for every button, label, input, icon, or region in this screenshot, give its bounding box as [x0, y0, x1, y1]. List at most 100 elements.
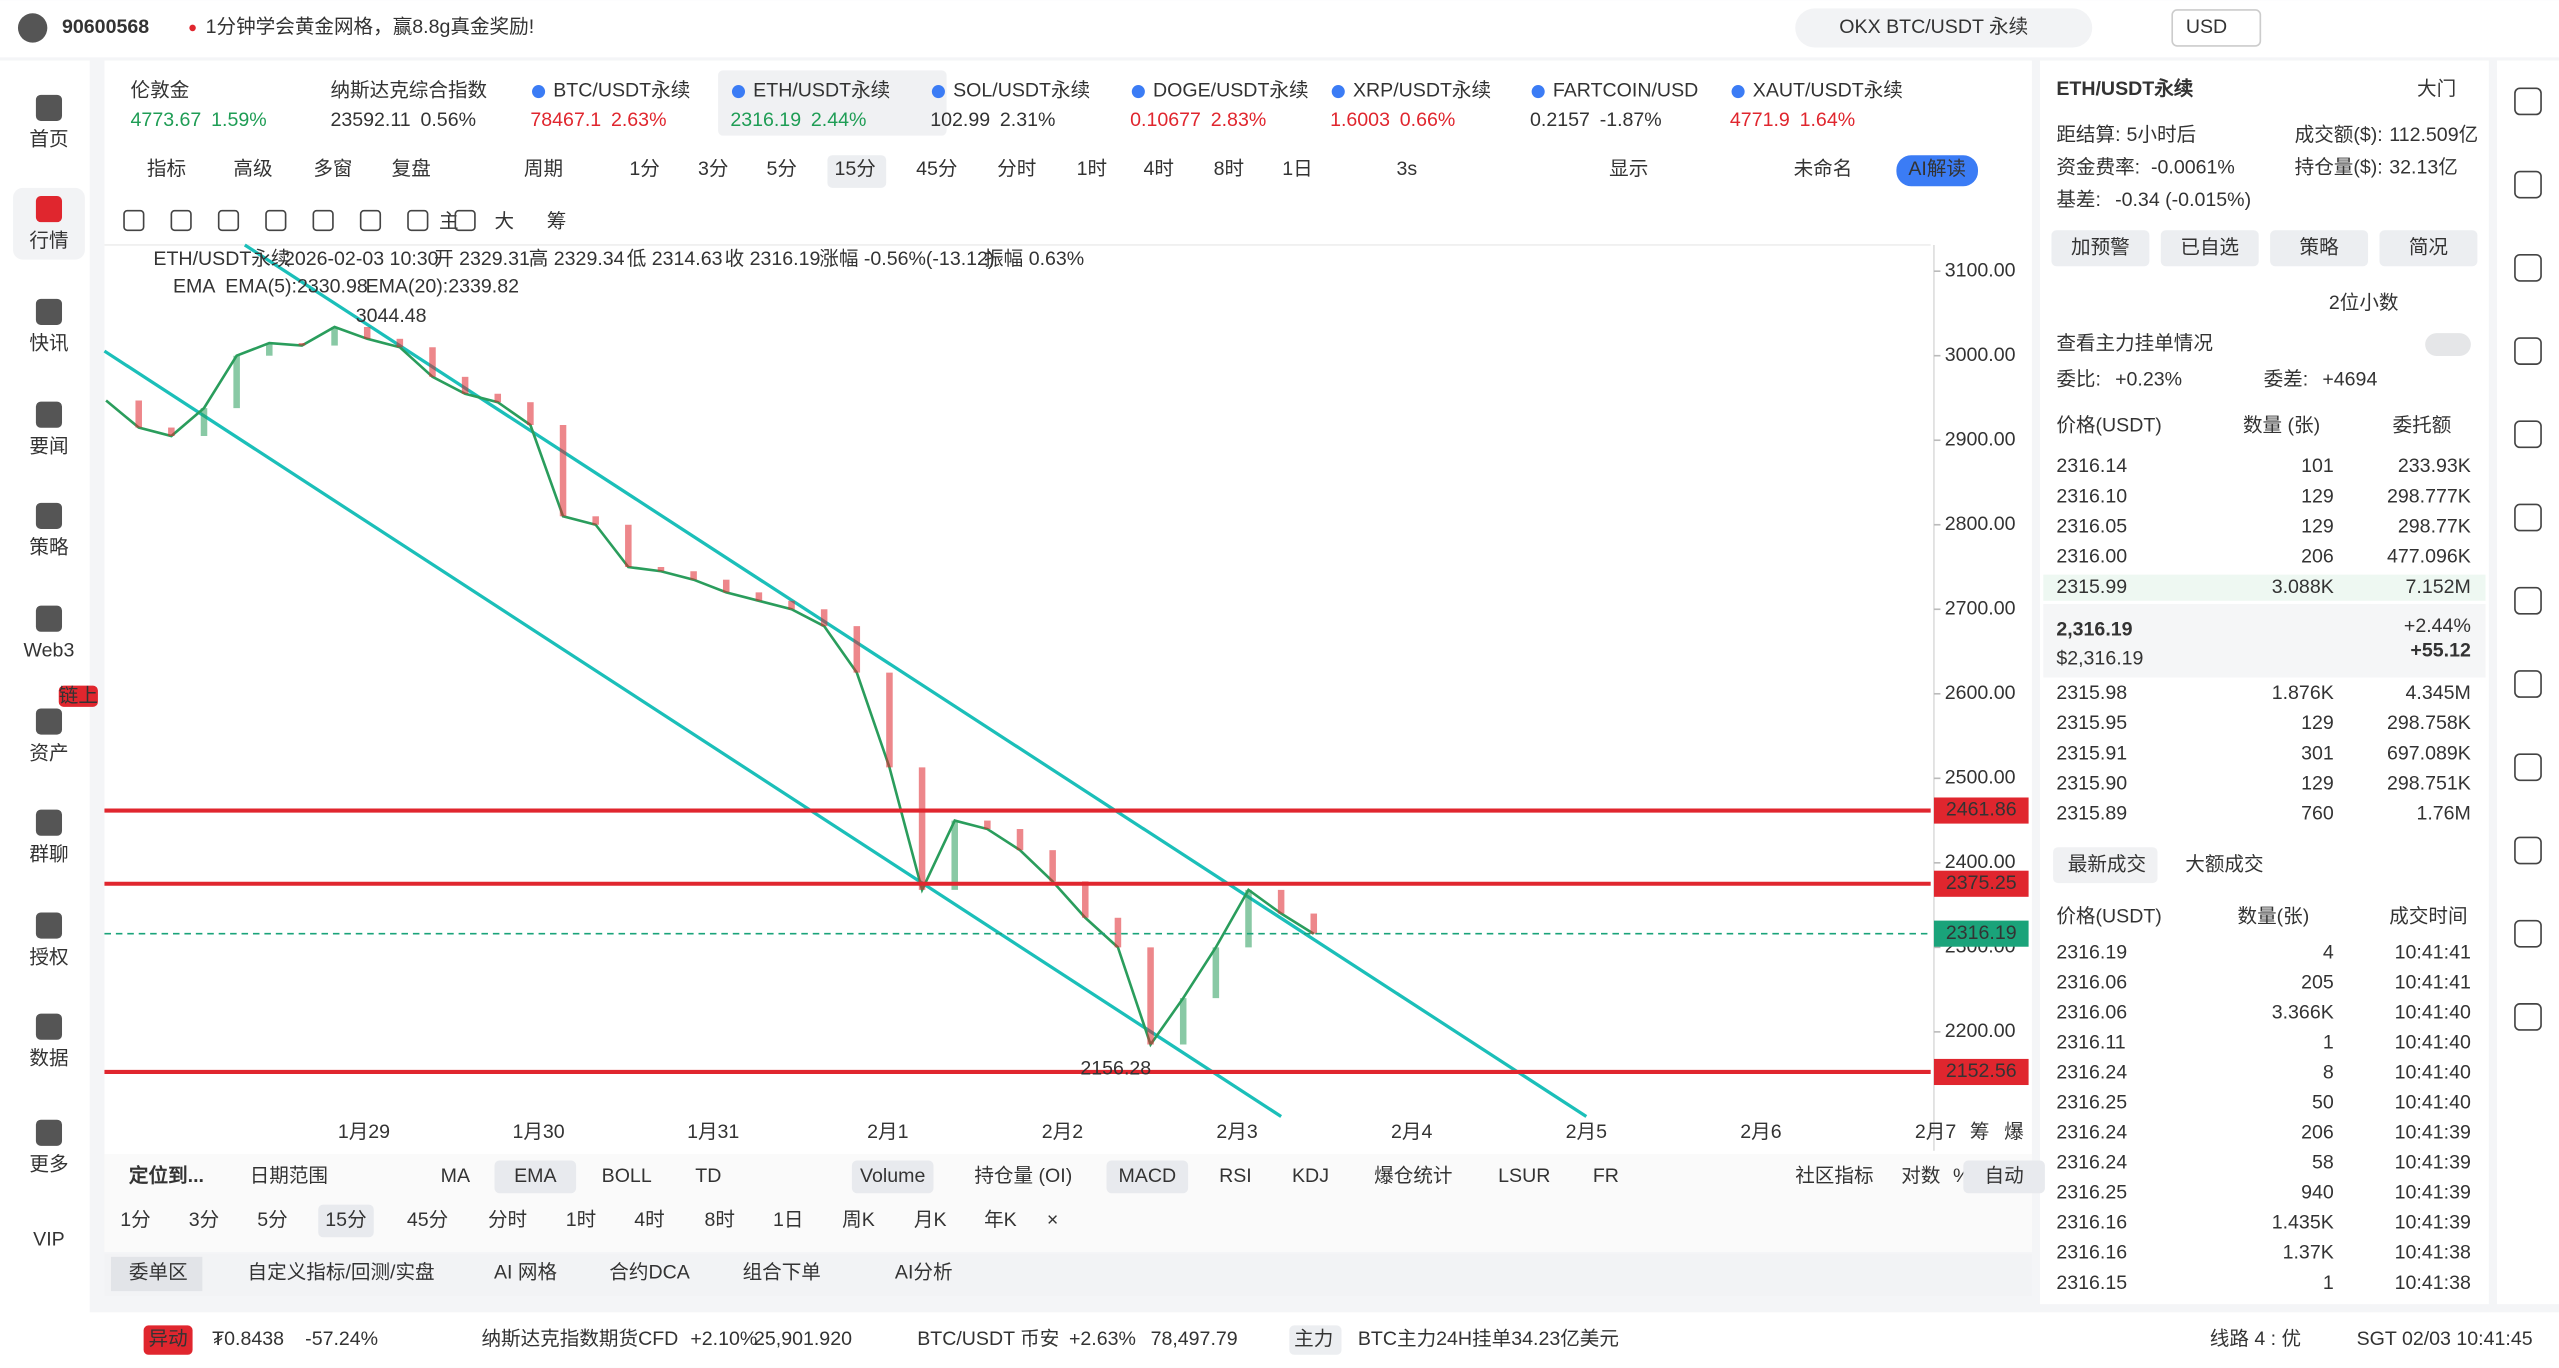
nav-item: 要闻 — [29, 436, 68, 458]
button[interactable] — [2051, 230, 2150, 267]
button-label: 已自选 — [2180, 236, 2239, 258]
button[interactable] — [2270, 230, 2369, 267]
stat: 112.509亿 — [2389, 124, 2478, 146]
stat: -0.34 (-0.015%) — [2115, 189, 2251, 211]
status-item: 线路 4 : 优 — [2210, 1328, 2301, 1350]
quick-tool: 筹 — [547, 210, 567, 232]
search-box[interactable] — [1795, 8, 2093, 48]
period: 年K — [984, 1209, 1017, 1231]
book-total: 298.751K — [2387, 773, 2471, 795]
side-icon — [2514, 586, 2542, 615]
book-price: 2316.10 — [2056, 485, 2127, 507]
period-label: 周期 — [524, 158, 563, 180]
level-label: 2152.56 — [1946, 1060, 2017, 1082]
main-pill — [1289, 1325, 1342, 1355]
tool: 多窗 — [313, 158, 352, 180]
nav-icon — [35, 196, 63, 223]
trade-qty: 1 — [2323, 1032, 2334, 1054]
book-qty: 129 — [2301, 515, 2334, 537]
status-item: +2.63% — [1069, 1328, 1136, 1350]
status-item: SGT 02/03 10:41:45 — [2357, 1328, 2533, 1350]
coin-icon — [731, 85, 746, 99]
trade-price: 2316.16 — [2056, 1212, 2127, 1234]
button-label: 策略 — [2300, 236, 2340, 258]
indicator-active — [851, 1160, 934, 1194]
ema-info: EMA — [173, 276, 216, 298]
period: 分时 — [997, 158, 1036, 180]
indicator: 对数 — [1901, 1165, 1941, 1187]
ohlc-info: 高 2329.34 — [529, 248, 625, 270]
toggle[interactable] — [2425, 333, 2471, 356]
ai-button[interactable] — [1896, 155, 1979, 187]
tool: 高级 — [233, 158, 272, 180]
promo: 1分钟学会黄金网格，赢8.8g真金奖励! — [206, 16, 535, 38]
level-label: 2375.25 — [1946, 872, 2017, 894]
nav-icon — [35, 502, 63, 529]
period: 1时 — [566, 1209, 596, 1231]
draw-tool — [170, 209, 192, 232]
ticker-price: 4771.9 — [1730, 109, 1790, 131]
side-icon — [2514, 1003, 2542, 1031]
trade-qty: 58 — [2312, 1152, 2334, 1174]
ticker-price: 0.10677 — [1130, 109, 1201, 131]
stat: 32.13亿 — [2389, 156, 2458, 178]
ticker-quote: 1.6003 0.66% — [1330, 109, 1455, 131]
book-total: 697.089K — [2387, 742, 2471, 764]
period: 5分 — [257, 1209, 287, 1231]
trade-qty: 1.435K — [2272, 1212, 2334, 1234]
x-tick-label: 2月1 — [867, 1121, 908, 1143]
book-total: 7.152M — [2406, 576, 2471, 598]
indicator: 定位到... — [129, 1164, 204, 1187]
account: 90600568 — [62, 16, 149, 38]
book-total: 477.096K — [2387, 546, 2471, 568]
trade-time: 10:41:39 — [2395, 1182, 2471, 1204]
period-active — [318, 1204, 374, 1238]
period: 3分 — [189, 1209, 219, 1231]
period: 8时 — [704, 1209, 734, 1231]
ticker-name: 伦敦金 — [131, 80, 190, 102]
button[interactable] — [2379, 230, 2478, 267]
nav-item: 授权 — [29, 946, 68, 968]
ticker-price: 0.2157 — [1530, 109, 1590, 131]
status-item: +2.10% — [690, 1328, 757, 1350]
ticker-name: DOGE/USDT永续 — [1153, 80, 1309, 102]
book-qty: 101 — [2301, 455, 2334, 477]
period: 分时 — [488, 1209, 527, 1231]
ticker-quote: 78467.1 2.63% — [530, 109, 666, 131]
level-tag — [1933, 797, 2029, 824]
status-item: 异动 — [149, 1328, 188, 1350]
symbol-title: ETH/USDT永续 — [2056, 77, 2193, 100]
currency-select[interactable] — [2171, 9, 2262, 47]
ticker-change: -1.87% — [1600, 109, 1662, 131]
decimals: 2位小数 — [2329, 292, 2399, 314]
indicator: TD — [695, 1165, 721, 1187]
ticker-price: 102.99 — [930, 109, 990, 131]
trade-qty: 1.37K — [2283, 1242, 2334, 1264]
ticker-quote: 102.99 2.31% — [930, 109, 1055, 131]
ticker-quote: 4773.67 1.59% — [131, 109, 267, 131]
y-tick-label: 2900.00 — [1945, 428, 2016, 450]
mid-usd: $2,316.19 — [2056, 648, 2143, 670]
trade-time: 10:41:41 — [2395, 941, 2471, 963]
trade-time: 10:41:39 — [2395, 1152, 2471, 1174]
book-qty: 760 — [2301, 803, 2334, 825]
period: 4时 — [634, 1209, 664, 1231]
mid-price-box — [2043, 604, 2486, 678]
status-item: 25,901.920 — [754, 1328, 852, 1350]
tab-active — [110, 1256, 203, 1292]
button[interactable] — [2160, 230, 2259, 267]
alert-pill — [143, 1325, 193, 1355]
low-label: 2156.28 — [1080, 1057, 1151, 1079]
period: 45分 — [407, 1209, 448, 1231]
trade-header: 成交时间 — [2389, 906, 2467, 928]
ohlc-info: 2026-02-03 10:30 — [284, 248, 439, 270]
trade-price: 2316.16 — [2056, 1242, 2127, 1264]
ticker-change: 1.59% — [211, 109, 267, 131]
x-tick-label: 2月6 — [1740, 1121, 1781, 1143]
book-price: 2315.89 — [2056, 803, 2127, 825]
period: 1分 — [629, 158, 659, 180]
trade-price: 2316.25 — [2056, 1182, 2127, 1204]
ticker-price: 78467.1 — [530, 109, 601, 131]
stat: 成交额($): — [2295, 124, 2383, 146]
button-label: 加预警 — [2071, 236, 2130, 258]
